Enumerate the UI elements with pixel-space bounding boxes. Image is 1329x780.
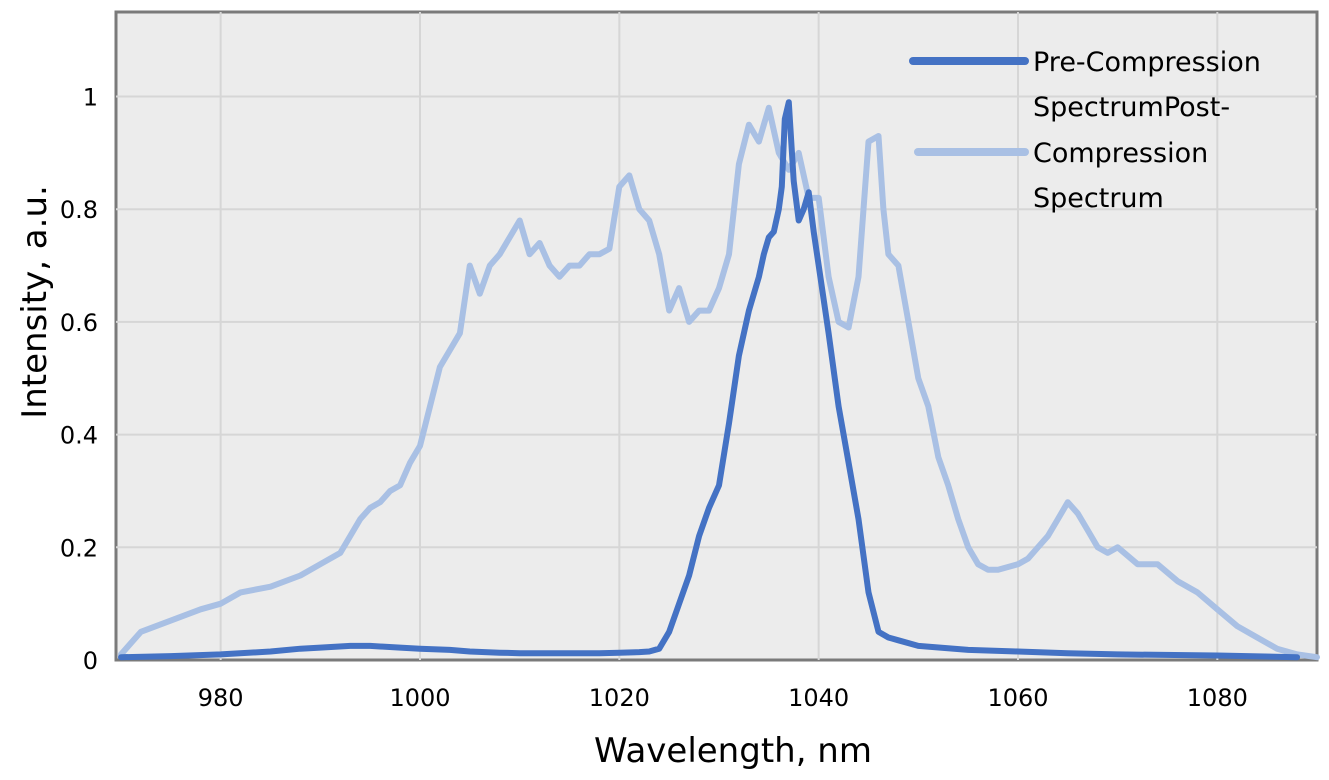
- x-axis-ticks: 980 1000 1020 1040 1060 1080: [198, 684, 1248, 712]
- x-tick-label: 1040: [788, 684, 849, 712]
- series-line-post-compression: [118, 104, 1320, 661]
- legend-line-4: Spectrum: [1033, 183, 1164, 214]
- x-tick-label: 1000: [389, 684, 450, 712]
- plot-area: [114, 10, 1319, 662]
- legend: Pre-Compression SpectrumPost- Compressio…: [909, 47, 1261, 214]
- y-tick-label: 0.8: [60, 196, 98, 224]
- y-tick-label: 1: [83, 84, 98, 112]
- x-axis-title: Wavelength, nm: [594, 731, 872, 771]
- legend-line-1: Pre-Compression: [1033, 47, 1261, 78]
- y-tick-label: 0.6: [60, 309, 98, 337]
- x-tick-label: 1060: [987, 684, 1048, 712]
- series-lines: [118, 99, 1320, 661]
- legend-line-2: SpectrumPost-: [1033, 92, 1230, 123]
- y-tick-label: 0: [83, 647, 98, 675]
- y-tick-label: 0.2: [60, 534, 98, 562]
- x-tick-label: 1020: [589, 684, 650, 712]
- y-tick-label: 0.4: [60, 422, 98, 450]
- y-axis-ticks: 0 0.2 0.4 0.6 0.8 1: [60, 84, 98, 675]
- x-tick-label: 1080: [1187, 684, 1248, 712]
- y-axis-title: Intensity, a.u.: [15, 185, 55, 419]
- series-line-pre-compression: [118, 99, 1301, 661]
- legend-line-3: Compression: [1033, 138, 1208, 169]
- x-tick-label: 980: [198, 684, 244, 712]
